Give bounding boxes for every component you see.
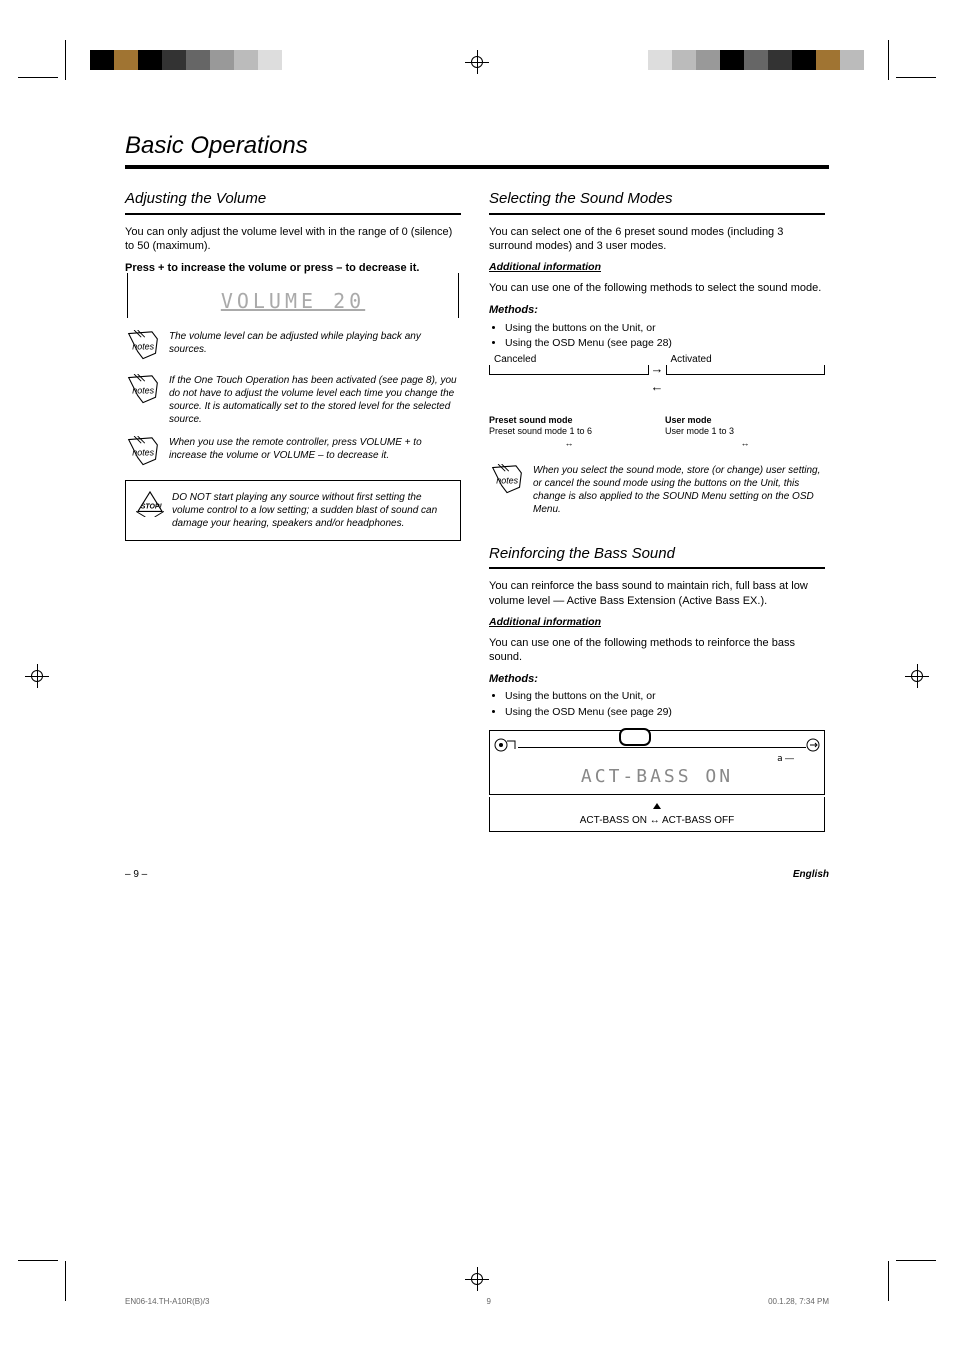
methods-title: Methods: — [489, 672, 825, 686]
flow-col-line: User mode 1 to 3 — [665, 426, 825, 438]
note-text: When you use the remote controller, pres… — [169, 436, 461, 470]
divider — [489, 567, 825, 569]
note-fragment: to decrease it. — [324, 450, 390, 461]
arrow-leftright-icon: ↔ — [489, 438, 649, 450]
flow-col-user: User mode User mode 1 to 3 ↔ — [665, 415, 825, 450]
step-text: to decrease it. — [342, 262, 419, 274]
section-title-bass: Reinforcing the Bass Sound — [489, 544, 825, 564]
step-text: Press — [125, 262, 158, 274]
repeat-icon — [806, 738, 820, 752]
crop-mark — [18, 77, 58, 78]
section-title-sound-modes: Selecting the Sound Modes — [489, 189, 825, 209]
arrow-up-icon — [652, 803, 662, 813]
methods-list: Using the buttons on the Unit, or Using … — [489, 690, 825, 719]
note-3: notes When you use the remote controller… — [125, 436, 461, 470]
stop-icon: STOP! — [136, 491, 164, 517]
crop-mark — [896, 1260, 936, 1261]
flow-col-preset: Preset sound mode Preset sound mode 1 to… — [489, 415, 649, 450]
list-item: Using the buttons on the Unit, or — [505, 690, 825, 704]
additional-info-heading: Additional information — [489, 616, 825, 630]
bass-intro: You can reinforce the bass sound to main… — [489, 579, 825, 608]
additional-info-heading: Additional information — [489, 261, 825, 275]
flow-label: Canceled — [494, 353, 536, 366]
methods-intro: You can use one of the following methods… — [489, 281, 825, 295]
divider — [125, 165, 829, 169]
file-name: EN06-14.TH-A10R(B)/3 — [125, 1297, 209, 1307]
progress-track — [518, 734, 806, 748]
crop-mark — [888, 1261, 889, 1301]
page-number: – 9 – — [125, 868, 147, 881]
bass-display: a — ACT-BASS ON — [489, 730, 825, 795]
svg-text:notes: notes — [496, 476, 518, 486]
file-page: 9 — [487, 1297, 491, 1307]
left-column: Adjusting the Volume You can only adjust… — [125, 189, 461, 832]
crop-mark — [65, 1261, 66, 1301]
notes-icon: notes — [125, 330, 161, 364]
bass-toggle-caption: ACT-BASS ON ↔ ACT-BASS OFF — [489, 797, 825, 832]
svg-text:STOP!: STOP! — [141, 503, 163, 510]
arrow-leftright-icon: ↔ — [665, 438, 825, 450]
note-2: notes If the One Touch Operation has bee… — [125, 374, 461, 426]
lcd-display: VOLUME 20 — [127, 284, 459, 318]
right-column: Selecting the Sound Modes You can select… — [489, 189, 829, 832]
step-text: to increase the volume or press — [164, 262, 336, 274]
note-text: The volume level can be adjusted while p… — [169, 330, 461, 364]
crosshair-icon — [465, 50, 489, 74]
crosshair-icon — [465, 1267, 489, 1291]
methods-list: Using the buttons on the Unit, or Using … — [489, 322, 825, 351]
list-item: Using the OSD Menu (see page 28) — [505, 337, 825, 351]
divider — [489, 213, 825, 215]
crop-mark — [888, 40, 889, 80]
volume-intro: You can only adjust the volume level wit… — [125, 225, 461, 254]
note-sound-mode: notes When you select the sound mode, st… — [489, 464, 825, 516]
svg-text:notes: notes — [132, 447, 154, 457]
language-label: English — [793, 868, 829, 881]
notes-icon: notes — [125, 436, 161, 470]
warning-box: STOP! DO NOT start playing any source wi… — [125, 480, 461, 541]
toggle-text: ACT-BASS ON ↔ ACT-BASS OFF — [580, 815, 734, 826]
volume-step: Press + to increase the volume or press … — [125, 261, 461, 275]
color-bars-right — [648, 50, 864, 70]
sound-modes-intro: You can select one of the 6 preset sound… — [489, 225, 825, 254]
section-title-volume: Adjusting the Volume — [125, 189, 461, 209]
notes-icon: notes — [489, 464, 525, 498]
note-fragment: When you use the remote controller, pres… — [169, 437, 405, 448]
crop-mark — [18, 1260, 58, 1261]
note-1: notes The volume level can be adjusted w… — [125, 330, 461, 364]
svg-text:notes: notes — [132, 341, 154, 351]
flow-diagram: Canceled → Activated ← Preset sound mode… — [489, 361, 825, 450]
svg-text:notes: notes — [132, 385, 154, 395]
arrow-right-icon: → — [651, 361, 664, 378]
list-item: Using the OSD Menu (see page 29) — [505, 706, 825, 720]
divider — [125, 213, 461, 215]
flow-label: Activated — [671, 353, 712, 366]
disc-icon — [494, 738, 518, 752]
page-footer: – 9 – English — [125, 868, 829, 881]
crosshair-icon — [905, 664, 929, 688]
flow-col-title: Preset sound mode — [489, 415, 649, 427]
note-text: When you select the sound mode, store (o… — [533, 464, 825, 516]
file-stamp: EN06-14.TH-A10R(B)/3 9 00.1.28, 7:34 PM — [125, 1297, 829, 1307]
warning-text: DO NOT start playing any source without … — [172, 491, 450, 530]
crop-mark — [896, 77, 936, 78]
crop-mark — [65, 40, 66, 80]
methods-title: Methods: — [489, 303, 825, 317]
flow-box-canceled: Canceled — [489, 365, 649, 375]
lcd-text: ACT-BASS ON — [494, 765, 820, 788]
lcd-text: VOLUME 20 — [221, 289, 365, 313]
flow-col-title: User mode — [665, 415, 825, 427]
arrow-left-icon: ← — [651, 379, 664, 396]
flow-box-activated: Activated — [666, 365, 826, 375]
list-item: Using the buttons on the Unit, or — [505, 322, 825, 336]
flow-col-line: Preset sound mode 1 to 6 — [489, 426, 649, 438]
methods-intro: You can use one of the following methods… — [489, 636, 825, 665]
color-bars-left — [90, 50, 282, 70]
note-text: If the One Touch Operation has been acti… — [169, 374, 461, 426]
notes-icon: notes — [125, 374, 161, 408]
file-timestamp: 00.1.28, 7:34 PM — [768, 1297, 829, 1307]
crosshair-icon — [25, 664, 49, 688]
display-icon-row — [494, 737, 820, 753]
page-title: Basic Operations — [125, 130, 829, 161]
